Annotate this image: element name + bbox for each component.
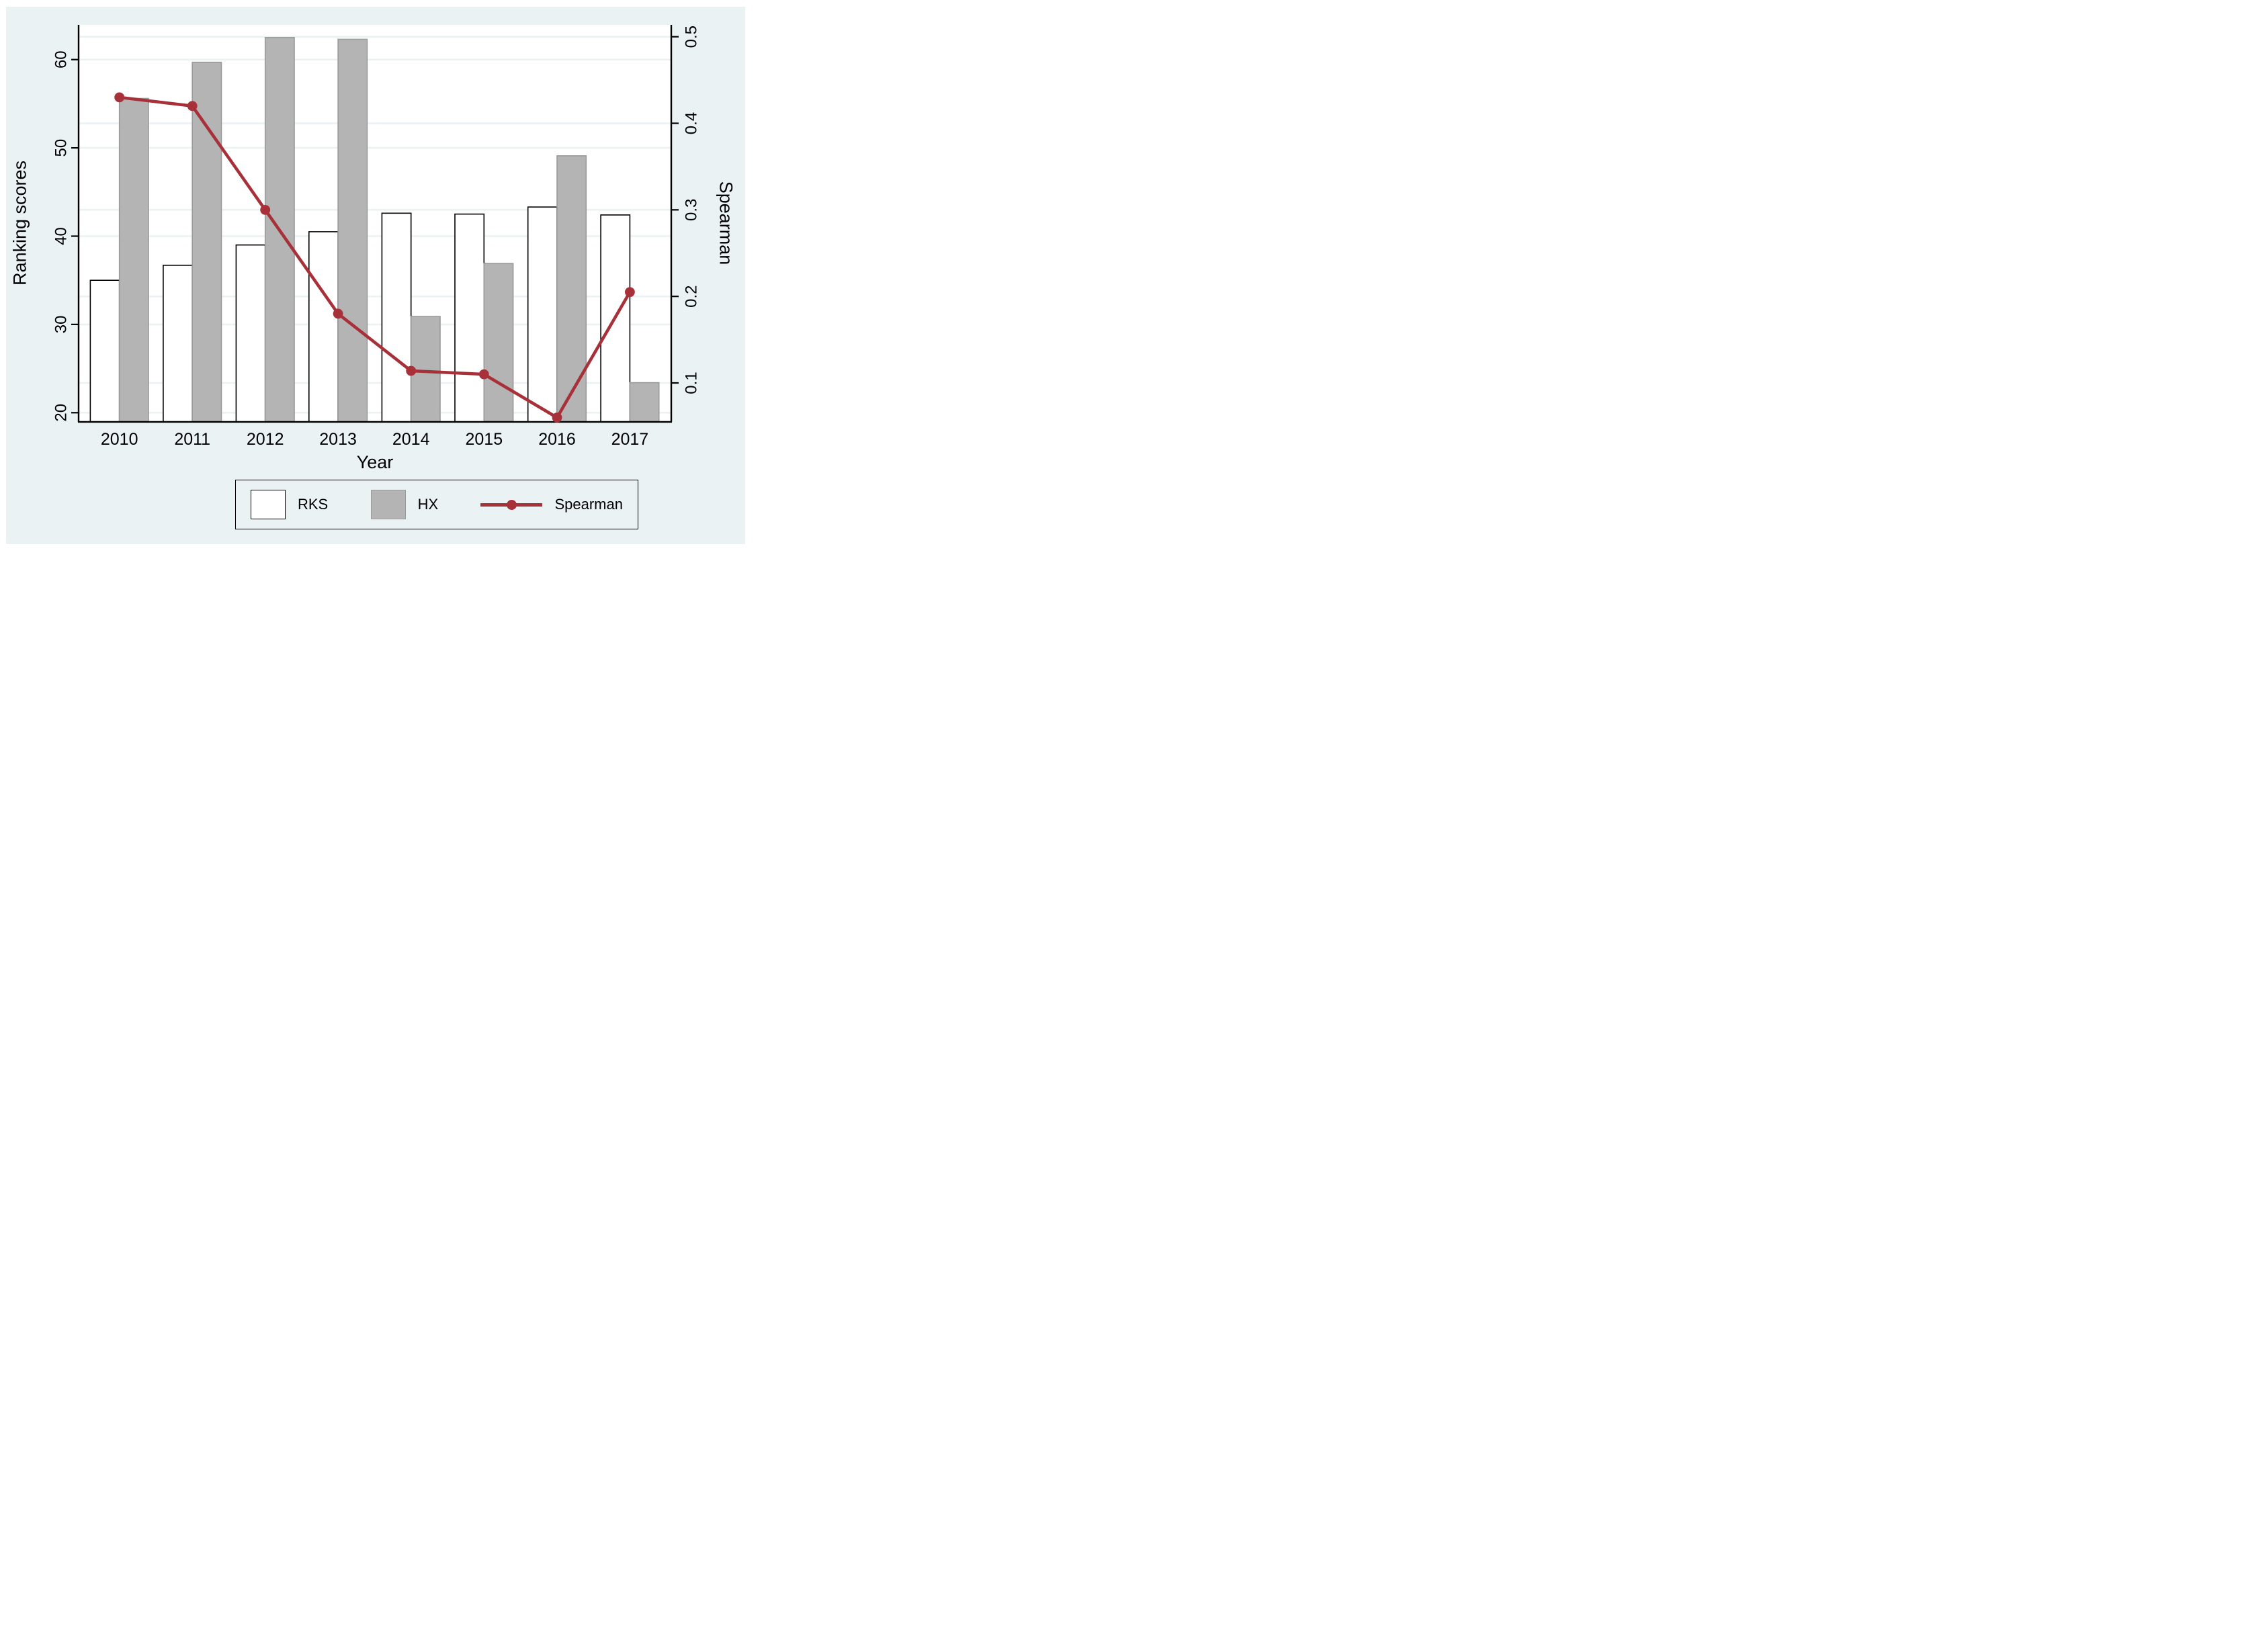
legend-marker-dot-icon	[507, 500, 517, 510]
spearman-line-sample	[480, 499, 543, 510]
spearman-marker-2011	[187, 101, 198, 112]
right-axis-title: Spearman	[716, 181, 736, 265]
spearman-marker-2013	[333, 308, 343, 319]
right-tick-label-0.2: 0.2	[683, 285, 701, 307]
legend-label-hx: HX	[417, 496, 439, 513]
bar-rks-2014	[381, 212, 412, 423]
bar-hx-2010	[118, 97, 149, 423]
spearman-marker-2015	[478, 369, 489, 380]
rks-swatch	[251, 490, 286, 519]
legend-item-spearman: Spearman	[480, 496, 623, 513]
x-tick-label-2015: 2015	[465, 430, 503, 449]
hx-swatch	[370, 490, 406, 519]
plot-area-svg: 20 30 40 50 60 0.1 0.2 0.3 0.4 0.5 2010 2011 2012 201…	[52, 25, 701, 449]
x-tick-label-2012: 2012	[247, 430, 284, 449]
bar-rks-2016	[527, 206, 558, 423]
x-tick-label-2013: 2013	[319, 430, 357, 449]
x-tick-label-2010: 2010	[101, 430, 138, 449]
bar-rks-2011	[163, 265, 193, 423]
spearman-line	[119, 95, 632, 420]
left-tick-label-60: 60	[52, 50, 71, 69]
left-tick-label-50: 50	[52, 139, 71, 157]
bar-hx-2015	[483, 263, 514, 423]
left-axis-title: Ranking scores	[9, 160, 30, 286]
bar-hx-2011	[192, 61, 222, 423]
bar-hx-2016	[556, 155, 587, 423]
spearman-marker-2012	[260, 204, 271, 215]
spearman-marker-2014	[406, 365, 417, 376]
bar-rks-2012	[235, 244, 266, 423]
legend-item-hx: HX	[370, 490, 439, 519]
right-tick-label-0.5: 0.5	[683, 26, 701, 48]
spearman-marker-2010	[114, 92, 125, 103]
right-tick-label-0.4: 0.4	[683, 112, 701, 134]
legend-item-rks: RKS	[251, 490, 328, 519]
chart-canvas: 20 30 40 50 60 0.1 0.2 0.3 0.4 0.5 2010 2011 2012 201…	[0, 0, 751, 551]
right-tick-label-0.3: 0.3	[683, 199, 701, 221]
bar-rks-2015	[454, 213, 485, 423]
x-tick-label-2011: 2011	[174, 430, 210, 449]
legend-label-rks: RKS	[298, 496, 329, 513]
bar-hx-2013	[337, 38, 368, 423]
left-tick-label-40: 40	[52, 227, 71, 245]
x-axis-title: Year	[356, 452, 394, 472]
spearman-marker-2017	[625, 287, 635, 298]
x-tick-label-2016: 2016	[538, 430, 576, 449]
x-tick-label-2014: 2014	[392, 430, 430, 449]
right-tick-label-0.1: 0.1	[683, 372, 701, 394]
bar-rks-2010	[89, 279, 120, 423]
figure-background: 20 30 40 50 60 0.1 0.2 0.3 0.4 0.5 2010 2011 2012 201…	[6, 7, 745, 544]
left-tick-label-20: 20	[52, 404, 71, 422]
bar-hx-2017	[629, 382, 660, 423]
x-tick-label-2017: 2017	[611, 430, 649, 449]
legend-box: RKS HX Spearman	[235, 480, 638, 529]
left-tick-label-30: 30	[52, 316, 71, 334]
spearman-marker-2016	[552, 412, 562, 423]
bar-rks-2013	[308, 231, 339, 423]
legend-label-spearman: Spearman	[554, 496, 623, 513]
